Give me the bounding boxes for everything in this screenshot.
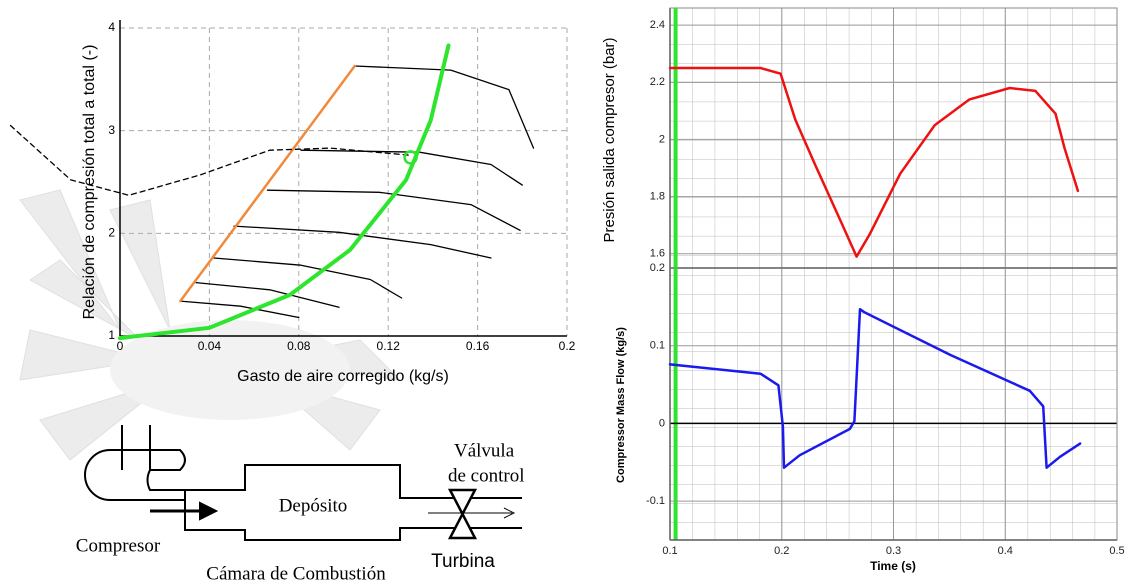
plot-frame — [669, 267, 1118, 541]
y-tick-label: 0.1 — [650, 340, 665, 352]
data-line — [179, 64, 356, 303]
turbine-arrow — [428, 507, 516, 519]
x-tick-label: 0.3 — [886, 545, 901, 557]
y-tick-label: -0.1 — [646, 495, 665, 507]
data-line — [213, 257, 403, 299]
data-line — [266, 189, 521, 231]
y-axis-label: Presión salida compresor (bar) — [601, 37, 618, 242]
diagram-label: Cámara de Combustión — [206, 563, 386, 584]
x-tick-label: 0 — [117, 339, 124, 353]
y-axis-label: Compressor Mass Flow (kg/s) — [615, 327, 627, 483]
diagram-label: Compresor — [76, 535, 161, 556]
y-tick-label: 2 — [108, 226, 115, 240]
flow-arrow-head — [199, 501, 219, 521]
x-tick-label: 0.16 — [466, 339, 490, 353]
x-tick-label: 0.4 — [998, 545, 1013, 557]
data-line — [668, 66, 1080, 258]
y-tick-label: 2.2 — [650, 76, 665, 88]
data-line — [668, 307, 1082, 469]
valve — [447, 488, 478, 540]
diagram-label: Depósito — [279, 495, 348, 516]
y-tick-label: 1.6 — [650, 248, 665, 260]
x-tick-label: 0.5 — [1109, 545, 1124, 557]
x-axis-label: Gasto de aire corregido (kg/s) — [237, 368, 449, 385]
x-tick-label: 0.2 — [774, 545, 789, 557]
x-tick-label: 0.2 — [559, 339, 576, 353]
data-line — [118, 43, 451, 341]
y-tick-label: 1 — [108, 328, 115, 342]
background-turbine — [19, 189, 402, 461]
y-tick-label: 2 — [659, 133, 665, 145]
x-tick-label: 0.04 — [198, 339, 222, 353]
x-tick-label: 0.12 — [377, 339, 401, 353]
x-tick-label: 0.1 — [662, 545, 677, 557]
diagram-label: Válvula — [454, 440, 515, 461]
compressor-inlet — [121, 425, 151, 470]
diagram-label: de control — [448, 465, 525, 486]
x-axis-label: Time (s) — [870, 559, 916, 573]
data-line — [233, 225, 492, 259]
data-line — [9, 124, 412, 196]
y-tick-label: 0 — [659, 417, 665, 429]
data-line — [354, 65, 535, 149]
data-line — [179, 300, 300, 319]
y-tick-label: 3 — [108, 123, 115, 137]
y-tick-label: 2.4 — [650, 19, 665, 31]
pipes-and-tank — [184, 464, 522, 541]
data-line — [195, 281, 340, 308]
point-marker — [403, 150, 418, 165]
y-tick-label: 1.8 — [650, 190, 665, 202]
x-tick-label: 0.08 — [287, 339, 311, 353]
compressor — [84, 449, 186, 501]
diagram — [84, 425, 522, 541]
y-axis-label: Relación de compresión total a total (-) — [81, 45, 98, 320]
y-tick-label: 4 — [108, 20, 115, 34]
y-tick-label: 0.2 — [650, 262, 665, 274]
diagram-label: Turbina — [431, 551, 495, 572]
